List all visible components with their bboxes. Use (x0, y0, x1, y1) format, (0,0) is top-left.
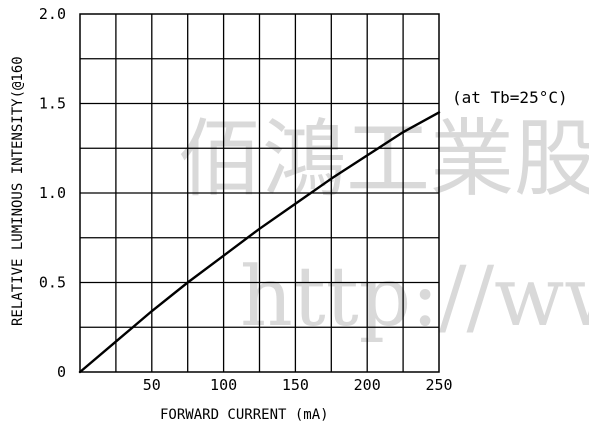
condition-annotation: (at Tb=25°C) (452, 88, 568, 107)
watermark-url-text: http://ww (240, 250, 589, 345)
x-tick-labels: 50 100 150 200 250 (143, 376, 453, 394)
x-tick-label: 100 (210, 376, 237, 394)
grid (80, 14, 439, 372)
x-tick-label: 250 (425, 376, 452, 394)
y-tick-label: 1.5 (39, 95, 66, 113)
watermark: 佰鴻工業股 http://ww (178, 110, 589, 345)
plot-frame (79, 13, 440, 373)
series-layer (78, 111, 441, 374)
y-tick-label: 1.0 (39, 184, 66, 202)
y-tick-label: 2.0 (39, 5, 66, 23)
y-tick-labels: 0 0.5 1.0 1.5 2.0 (39, 5, 66, 381)
x-tick-label: 50 (143, 376, 161, 394)
watermark-chinese-text: 佰鴻工業股 (178, 110, 589, 208)
x-tick-label: 150 (282, 376, 309, 394)
series-line (78, 111, 441, 374)
y-axis-label: RELATIVE LUMINOUS INTENSITY(@160 (10, 56, 26, 326)
x-tick-label: 200 (354, 376, 381, 394)
x-axis-label: FORWARD CURRENT (mA) (160, 407, 329, 423)
y-tick-label: 0 (57, 363, 66, 381)
y-tick-label: 0.5 (39, 274, 66, 292)
